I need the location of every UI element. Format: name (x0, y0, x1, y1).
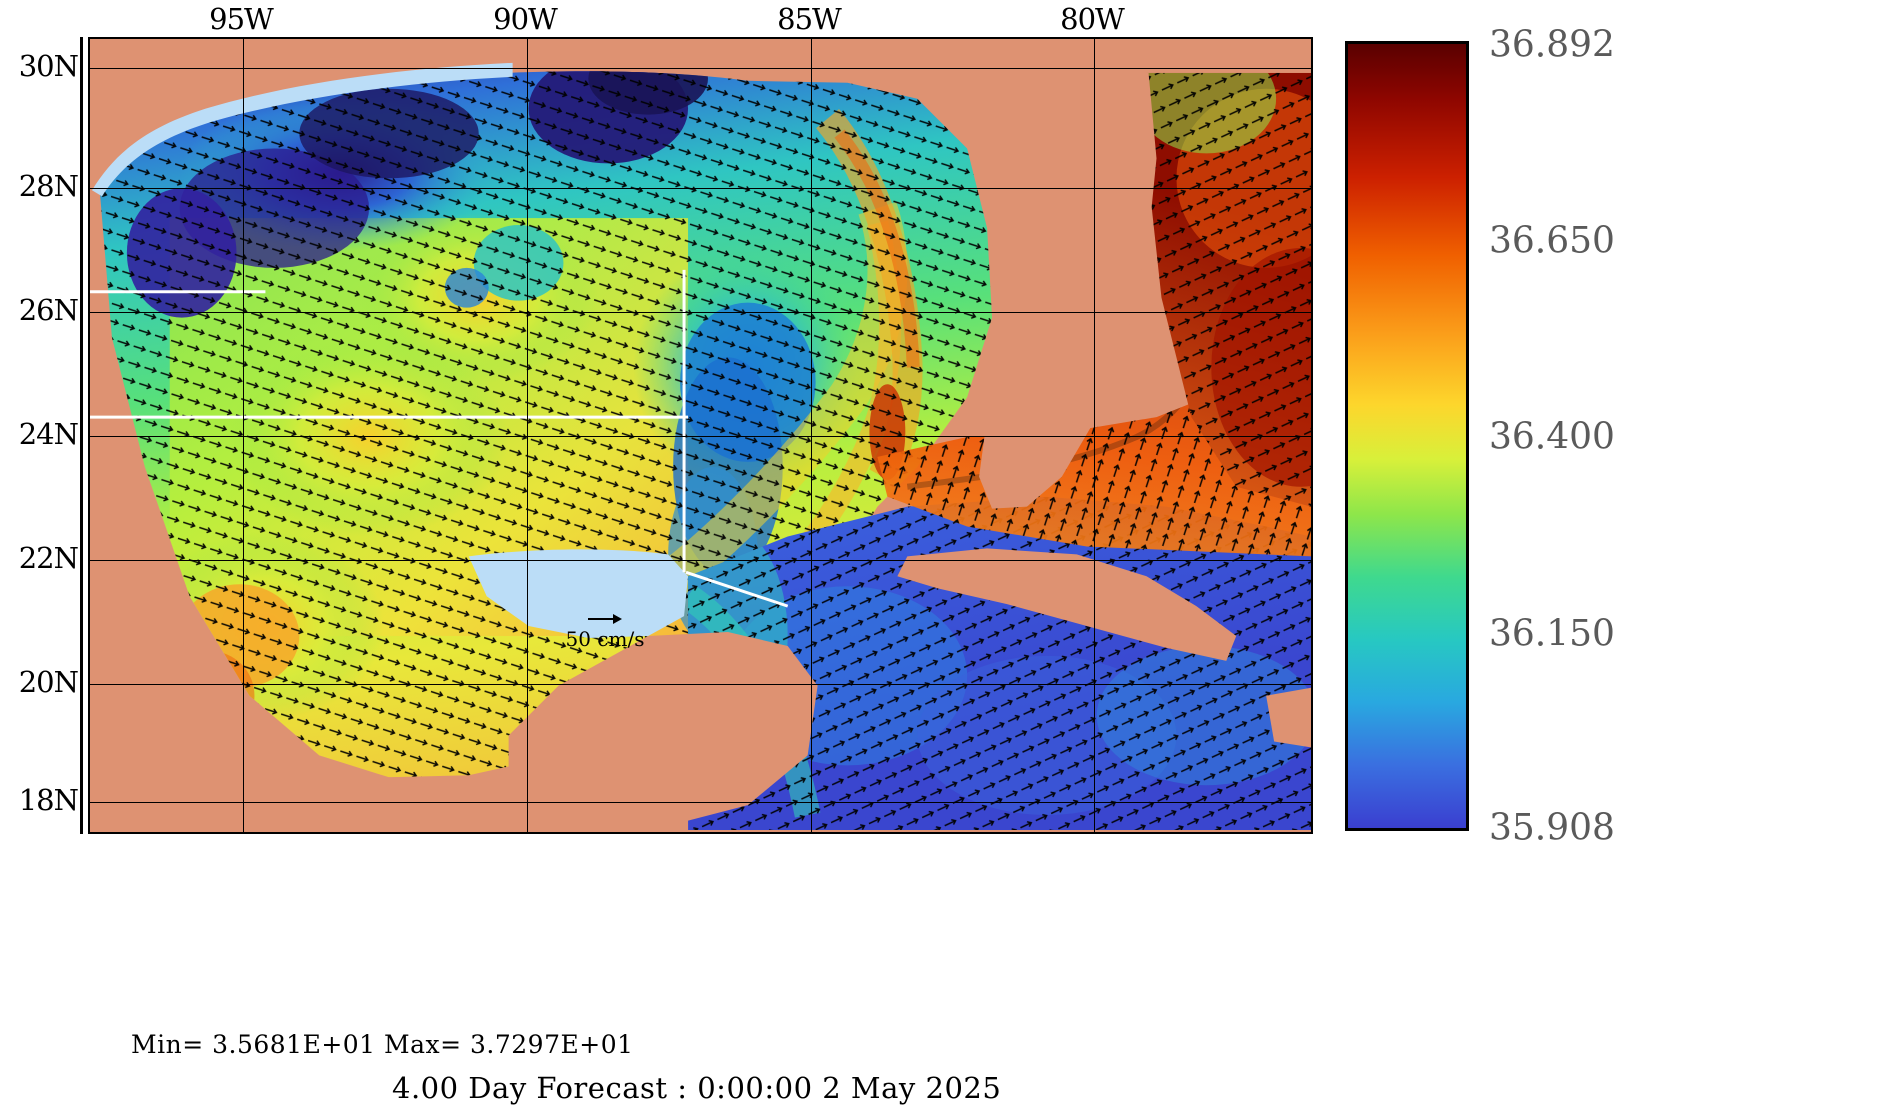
lat-tick-label-30n: 30N (18, 49, 79, 83)
lon-tick-label-85w: 85W (777, 2, 842, 36)
gridline-lat-28n (90, 188, 1311, 189)
colorbar-tick-max: 36.892 (1489, 24, 1615, 66)
lat-tick-label-22n: 22N (18, 541, 79, 575)
colorbar-tick-min: 35.908 (1489, 807, 1615, 849)
lat-tick-label-26n: 26N (18, 293, 79, 327)
gridline-lat-18n (90, 802, 1311, 803)
colorbar-gradient (1348, 44, 1466, 828)
gridline-lat-24n (90, 436, 1311, 437)
lat-tick-label-20n: 20N (18, 665, 79, 699)
vector-scale-key: 50 cm/s (545, 614, 665, 651)
lon-tick-label-80w: 80W (1060, 2, 1125, 36)
colorbar-tick-3: 36.650 (1489, 220, 1615, 262)
atlantic-field (1146, 72, 1311, 507)
colorbar-tick-2: 36.400 (1489, 416, 1615, 458)
gridline-lon-95w (243, 39, 244, 832)
lon-tick-label-90w: 90W (493, 2, 558, 36)
lat-tick-label-28n: 28N (18, 169, 79, 203)
shelf-mask-layer (91, 62, 689, 638)
coastline-layer (508, 72, 1311, 832)
gridline-lon-90w (527, 39, 528, 832)
axis-spine-left (80, 37, 83, 834)
gridline-lon-85w (811, 39, 812, 832)
gridline-lat-22n (90, 560, 1311, 561)
gridline-lat-20n (90, 684, 1311, 685)
vector-scale-label: 50 cm/s (565, 627, 645, 651)
forecast-title: 4.00 Day Forecast : 0:00:00 2 May 2025 (392, 1071, 1002, 1105)
gridline-lat-30n (90, 68, 1311, 69)
gridline-lat-26n (90, 312, 1311, 313)
right-arrow-icon (588, 614, 622, 624)
lat-tick-label-18n: 18N (18, 783, 79, 817)
lat-tick-label-24n: 24N (18, 417, 79, 451)
map-plot-area[interactable]: 50 cm/s (88, 37, 1313, 834)
colorbar[interactable] (1345, 41, 1469, 831)
gridline-lon-80w (1094, 39, 1095, 832)
white-crosshair (90, 269, 789, 608)
lon-tick-label-95w: 95W (209, 2, 274, 36)
minmax-annotation: Min= 3.5681E+01 Max= 3.7297E+01 (131, 1030, 634, 1059)
colorbar-tick-1: 36.150 (1489, 613, 1615, 655)
